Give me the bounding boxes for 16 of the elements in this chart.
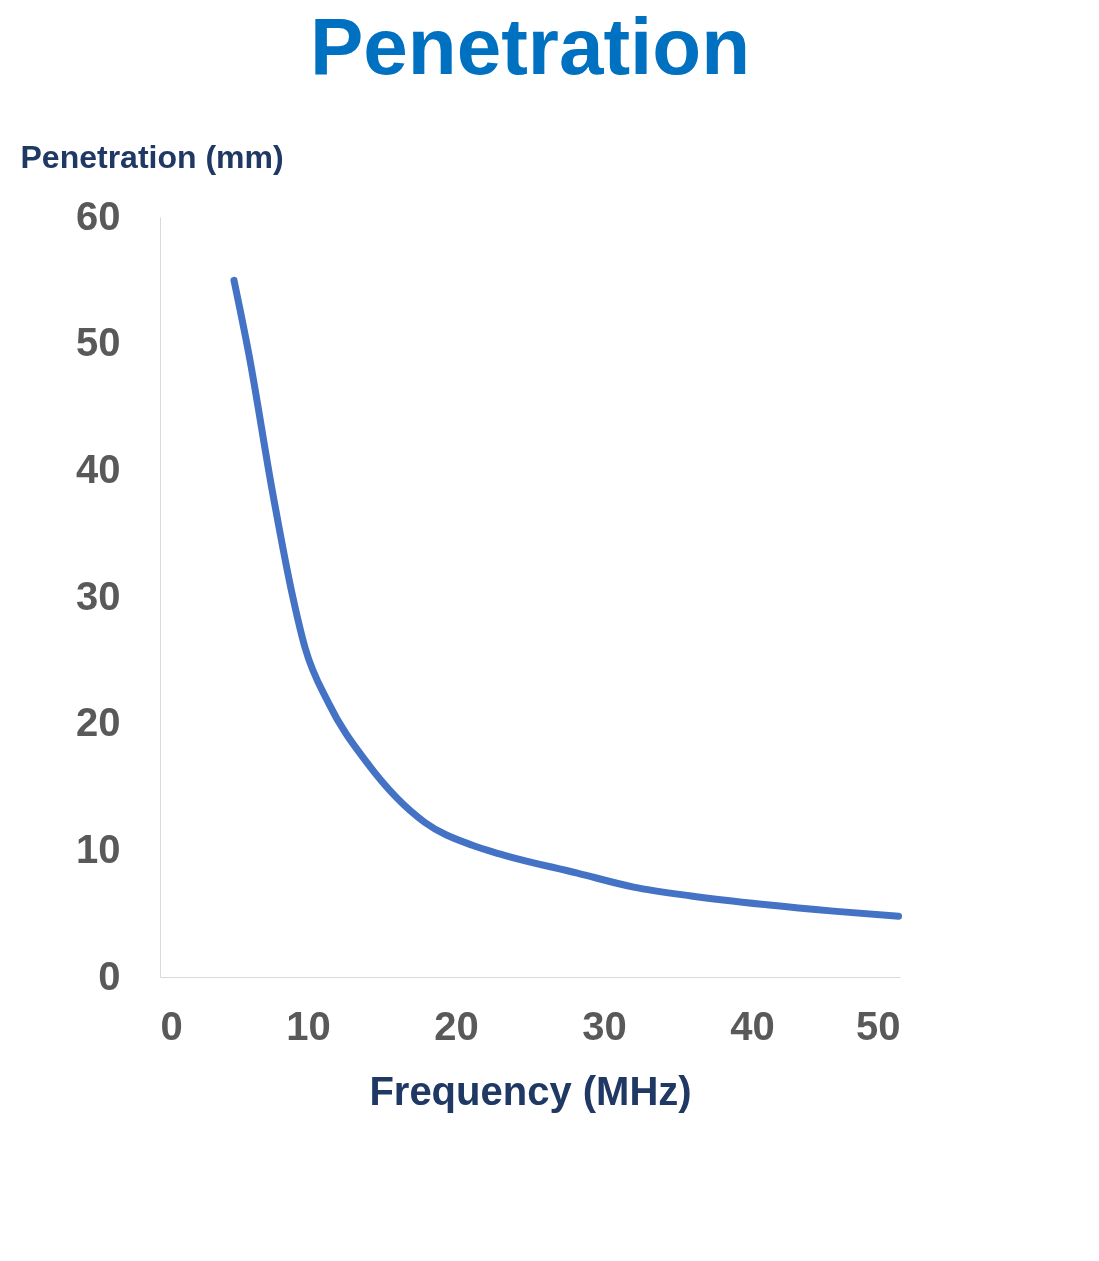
chart-title: Penetration bbox=[309, 2, 751, 91]
x-tick-label: 50 bbox=[856, 1003, 901, 1048]
y-tick-label: 50 bbox=[76, 320, 121, 365]
x-tick-label: 30 bbox=[582, 1003, 627, 1048]
y-tick-label: 0 bbox=[98, 953, 121, 998]
y-tick-label: 20 bbox=[76, 700, 121, 745]
y-tick-label: 30 bbox=[76, 573, 121, 618]
y-tick-label: 40 bbox=[76, 446, 121, 491]
y-tick-label: 60 bbox=[76, 193, 121, 238]
x-tick-label: 20 bbox=[434, 1003, 479, 1048]
y-axis-title: Penetration (mm) bbox=[20, 138, 284, 175]
x-tick-label: 40 bbox=[730, 1003, 775, 1048]
x-axis-title: Frequency (MHz) bbox=[369, 1068, 692, 1113]
x-tick-label: 10 bbox=[286, 1003, 331, 1048]
y-tick-label: 10 bbox=[76, 826, 121, 871]
x-tick-label: 0 bbox=[160, 1003, 183, 1048]
